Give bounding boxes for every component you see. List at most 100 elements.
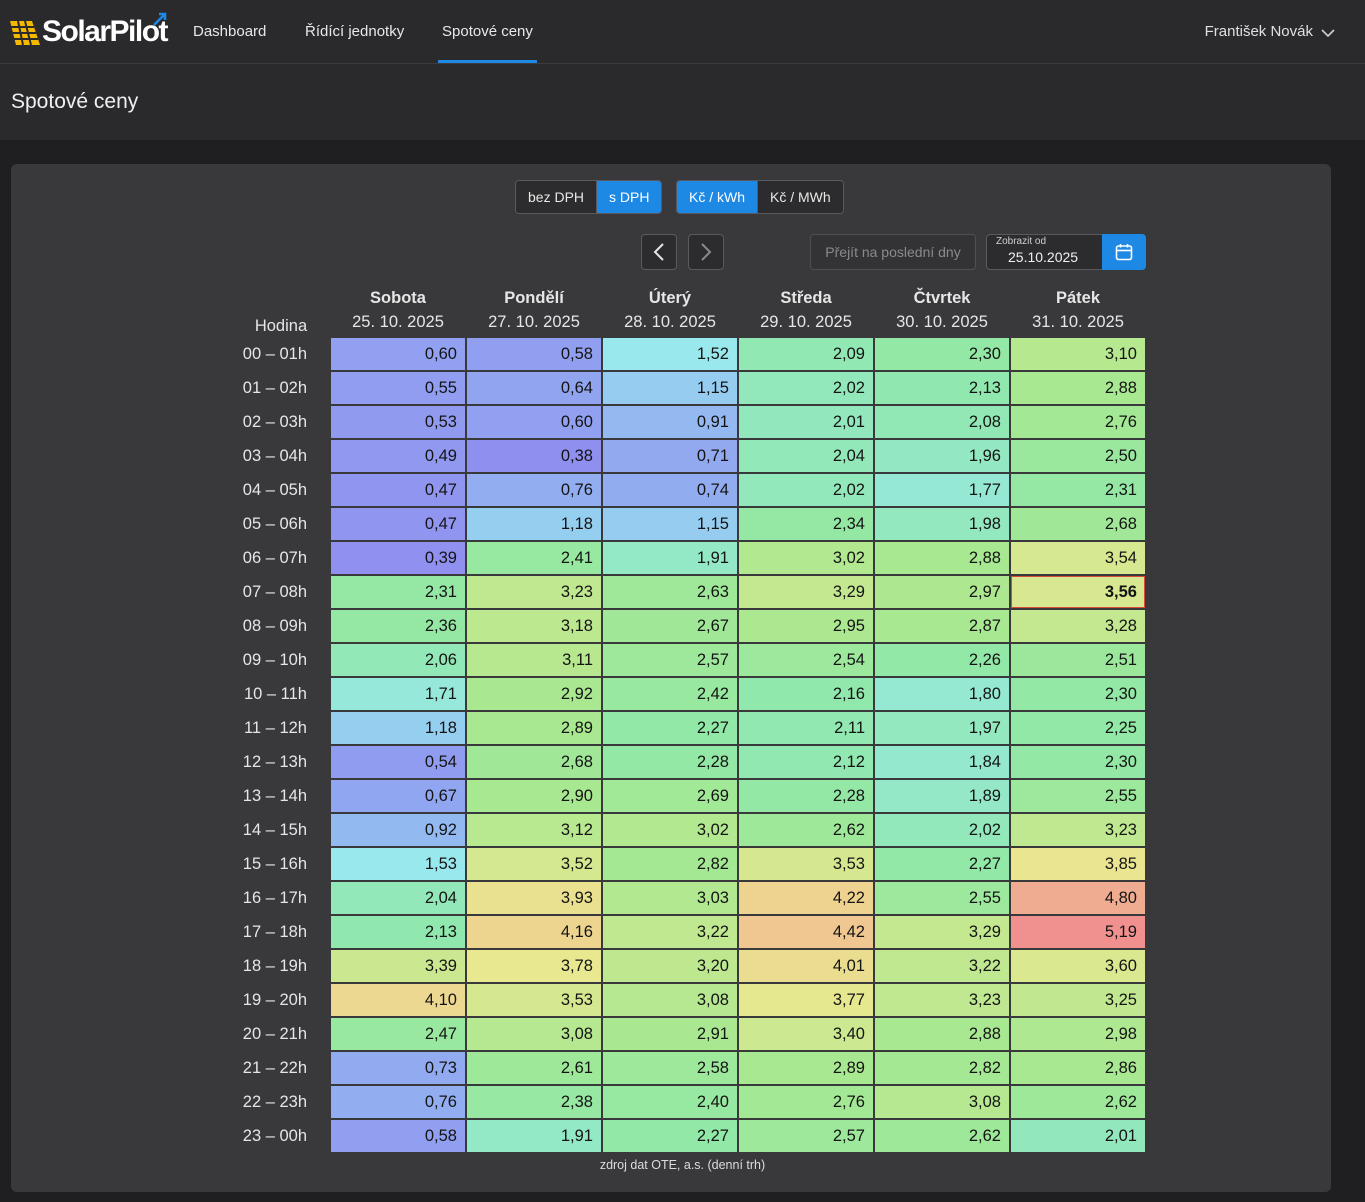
user-menu[interactable]: František Novák [1205,0,1335,63]
price-cell: 3,02 [739,542,873,574]
price-cell: 2,91 [603,1018,737,1050]
price-cell: 2,98 [1011,1018,1145,1050]
price-cell: 2,02 [875,814,1009,846]
price-cell: 3,53 [739,848,873,880]
price-cell: 3,54 [1011,542,1145,574]
day-column-header: Úterý 28. 10. 2025 [603,286,737,336]
price-cell: 1,98 [875,508,1009,540]
price-cell: 2,34 [739,508,873,540]
price-cell: 3,85 [1011,848,1145,880]
price-cell: 2,42 [603,678,737,710]
price-cell: 0,73 [331,1052,465,1084]
price-cell: 3,18 [467,610,601,642]
price-cell: 1,89 [875,780,1009,812]
price-cell: 3,52 [467,848,601,880]
chevron-right-icon [701,243,712,261]
chevron-left-icon [653,243,664,261]
price-cell: 2,13 [331,916,465,948]
price-cell: 1,52 [603,338,737,370]
price-cell: 0,67 [331,780,465,812]
without-vat-option[interactable]: bez DPH [516,181,597,213]
price-cell: 4,80 [1011,882,1145,914]
price-cell: 2,27 [603,1120,737,1152]
price-cell: 4,10 [331,984,465,1016]
price-cell: 2,30 [1011,678,1145,710]
unit-toggle: Kč / kWh Kč / MWh [676,180,844,214]
price-cell: 2,02 [739,474,873,506]
day-date: 25. 10. 2025 [352,313,444,331]
price-cell: 2,82 [875,1052,1009,1084]
hour-column-header: Hodina [254,317,308,335]
table-row: 22 – 23h 0,76 2,38 2,40 2,76 3,08 2,62 [233,1086,1145,1118]
unit-kwh-option[interactable]: Kč / kWh [677,181,758,213]
chevron-down-icon [1321,29,1335,38]
table-row: 19 – 20h 4,10 3,53 3,08 3,77 3,23 3,25 [233,984,1145,1016]
hour-label: 02 – 03h [242,412,307,431]
hour-label: 00 – 01h [242,344,307,363]
hour-label: 03 – 04h [242,446,307,465]
current-price-cell: 3,56 [1011,576,1145,608]
price-cell: 2,11 [739,712,873,744]
price-cell: 2,61 [467,1052,601,1084]
date-input[interactable]: Zobrazit od 25.10.2025 [986,234,1104,270]
price-cell: 2,41 [467,542,601,574]
day-column-header: Pátek 31. 10. 2025 [1011,286,1145,336]
hour-label: 05 – 06h [242,514,307,533]
date-field-value: 25.10.2025 [1008,249,1079,265]
day-date: 30. 10. 2025 [896,313,988,331]
price-cell: 3,02 [603,814,737,846]
price-cell: 4,16 [467,916,601,948]
price-cell: 1,18 [331,712,465,744]
price-cell: 2,06 [331,644,465,676]
price-cell: 2,68 [467,746,601,778]
price-cell: 4,22 [739,882,873,914]
calendar-button[interactable] [1102,234,1146,270]
user-name: František Novák [1204,23,1313,40]
price-cell: 1,71 [331,678,465,710]
next-days-button[interactable] [688,234,724,270]
solarpilot-logo[interactable]: SolarPilot [10,12,169,51]
price-cell: 3,20 [603,950,737,982]
price-cell: 2,25 [1011,712,1145,744]
table-body: 00 – 01h 0,60 0,58 1,52 2,09 2,30 3,10 01 – 02h… [233,338,1145,1152]
price-cell: 3,22 [875,950,1009,982]
price-cell: 2,01 [739,406,873,438]
price-cell: 3,25 [1011,984,1145,1016]
price-cell: 2,57 [739,1120,873,1152]
price-cell: 0,53 [331,406,465,438]
previous-days-button[interactable] [641,234,677,270]
price-cell: 0,64 [467,372,601,404]
hour-label: 22 – 23h [242,1092,307,1111]
day-name: Sobota [370,289,426,307]
price-cell: 2,27 [875,848,1009,880]
hour-label: 12 – 13h [242,752,307,771]
price-cell: 3,10 [1011,338,1145,370]
price-cell: 2,89 [467,712,601,744]
price-cell: 0,55 [331,372,465,404]
price-cell: 1,97 [875,712,1009,744]
hour-label: 13 – 14h [242,786,307,805]
price-cell: 0,91 [603,406,737,438]
price-cell: 1,53 [331,848,465,880]
with-vat-option[interactable]: s DPH [596,181,662,213]
unit-mwh-option[interactable]: Kč / MWh [757,181,843,213]
price-cell: 2,67 [603,610,737,642]
price-cell: 0,92 [331,814,465,846]
price-cell: 2,87 [875,610,1009,642]
nav-spot-prices[interactable]: Spotové ceny [438,0,537,63]
go-to-recent-days-button[interactable]: Přejít na poslední dny [810,234,976,270]
table-row: 17 – 18h 2,13 4,16 3,22 4,42 3,29 5,19 [233,916,1145,948]
price-cell: 1,96 [875,440,1009,472]
table-row: 00 – 01h 0,60 0,58 1,52 2,09 2,30 3,10 [233,338,1145,370]
hour-label: 18 – 19h [242,956,307,975]
solar-panel-icon [10,20,40,46]
nav-dashboard[interactable]: Dashboard [193,23,267,40]
nav-control-units[interactable]: Řídící jednotky [305,23,405,40]
price-cell: 2,13 [875,372,1009,404]
price-cell: 2,88 [875,1018,1009,1050]
table-row: 21 – 22h 0,73 2,61 2,58 2,89 2,82 2,86 [233,1052,1145,1084]
day-name: Čtvrtek [913,289,971,307]
day-name: Úterý [648,289,692,307]
price-cell: 3,93 [467,882,601,914]
price-cell: 0,60 [467,406,601,438]
